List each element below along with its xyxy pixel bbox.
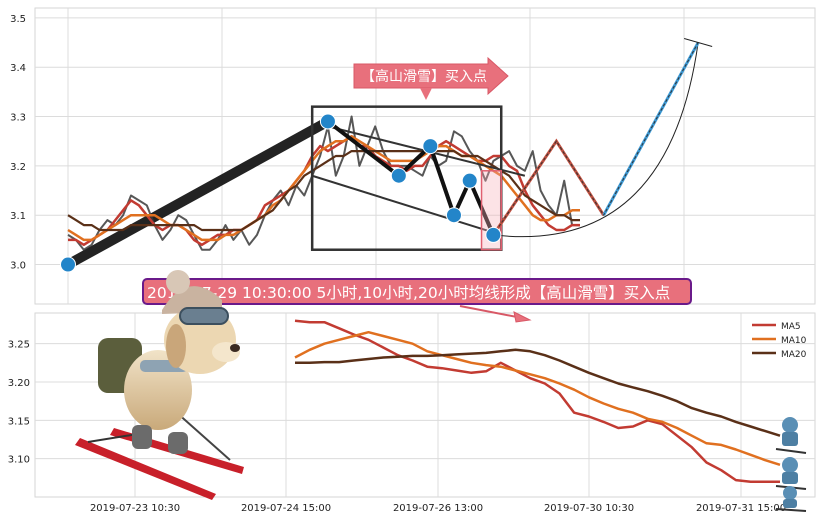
- projection-dashes: [492, 42, 699, 236]
- lower-x-tick-label: 2019-07-30 10:30: [544, 503, 634, 514]
- upper-y-tick-label: 3.2: [10, 162, 26, 173]
- main-banner-box: [142, 278, 692, 305]
- upper-series-ma20: [67, 150, 580, 232]
- lower-series-ma10: [294, 330, 781, 466]
- key-point-dot: [60, 256, 76, 273]
- upper-y-tick-label: 3.3: [10, 113, 26, 124]
- dog-ear: [166, 324, 186, 368]
- boot-right: [168, 432, 188, 454]
- lower-x-tick-label: 2019-07-24 15:00: [241, 503, 331, 514]
- uptrend-line: [63, 116, 333, 270]
- callout-top-text: 【高山滑雪】买入点: [361, 68, 487, 85]
- projection-curve: [493, 42, 699, 238]
- channel-lower-line: [311, 174, 502, 236]
- mini-figure-top: [775, 417, 807, 454]
- key-point-dot: [461, 172, 478, 189]
- upper-y-axis: 3.0 3.1 3.2 3.3 3.4 3.5: [10, 14, 26, 272]
- lower-x-tick-label: 2019-07-31 15:00: [696, 503, 786, 514]
- key-point-dot: [422, 138, 439, 155]
- key-point-dot: [445, 207, 462, 224]
- hat-pompom: [166, 270, 190, 294]
- upper-y-tick-label: 3.5: [10, 14, 26, 25]
- lower-x-tick-label: 2019-07-26 13:00: [393, 503, 483, 514]
- main-banner: 2019-07-29 10:30:00 5小时,10小时,20小时均线形成【高山…: [142, 278, 692, 323]
- mini-figure-bottom: [775, 486, 807, 512]
- lower-series-lines: [294, 319, 781, 483]
- legend-label-ma20: MA20: [781, 350, 807, 360]
- lower-y-axis: 3.25 3.20 3.15 3.10: [8, 340, 30, 466]
- lower-y-tick-label: 3.10: [8, 455, 30, 466]
- lower-x-axis: 2019-07-23 10:30 2019-07-24 15:00 2019-07-…: [90, 503, 786, 514]
- projection-segment-up: [602, 41, 700, 216]
- main-banner-text: 2019-07-29 10:30:00 5小时,10小时,20小时均线形成【高山…: [147, 284, 670, 302]
- legend-label-ma5: MA5: [781, 322, 801, 332]
- callout-arrow-shape: [353, 56, 509, 96]
- projection-end-cap: [684, 38, 713, 48]
- skiing-dog-illustration: [75, 270, 244, 500]
- key-point-dot: [390, 167, 407, 184]
- lower-y-tick-label: 3.25: [8, 340, 30, 351]
- lower-series-ma20: [295, 348, 781, 437]
- key-points: [60, 113, 502, 273]
- legend-label-ma10: MA10: [781, 336, 807, 346]
- upper-plot-area: [34, 7, 816, 305]
- ski-left: [75, 438, 216, 500]
- zigzag-pattern-line: [326, 119, 496, 236]
- upper-y-tick-label: 3.1: [10, 211, 26, 222]
- ski-goggles: [179, 307, 229, 325]
- lower-y-tick-label: 3.20: [8, 378, 30, 389]
- legend: MA5 MA10 MA20: [752, 322, 807, 360]
- upper-series-lines: [67, 115, 580, 251]
- lower-y-tick-label: 3.15: [8, 416, 30, 427]
- dog-nose: [230, 344, 240, 352]
- boot-left: [132, 425, 152, 449]
- mini-figures: [775, 417, 807, 512]
- callout-arrow-top: 【高山滑雪】买入点: [353, 56, 509, 100]
- lower-series-ma5: [294, 319, 780, 483]
- lower-x-tick-label: 2019-07-23 10:30: [90, 503, 180, 514]
- upper-y-tick-label: 3.0: [10, 261, 26, 272]
- callout-pointer: [420, 88, 432, 100]
- upper-series-ma10: [67, 135, 580, 242]
- key-point-dot: [485, 226, 502, 243]
- main-banner-arrow-shaft: [459, 305, 523, 319]
- upper-y-tick-label: 3.4: [10, 63, 26, 74]
- key-point-dot: [319, 113, 336, 130]
- main-banner-arrowhead: [513, 311, 532, 323]
